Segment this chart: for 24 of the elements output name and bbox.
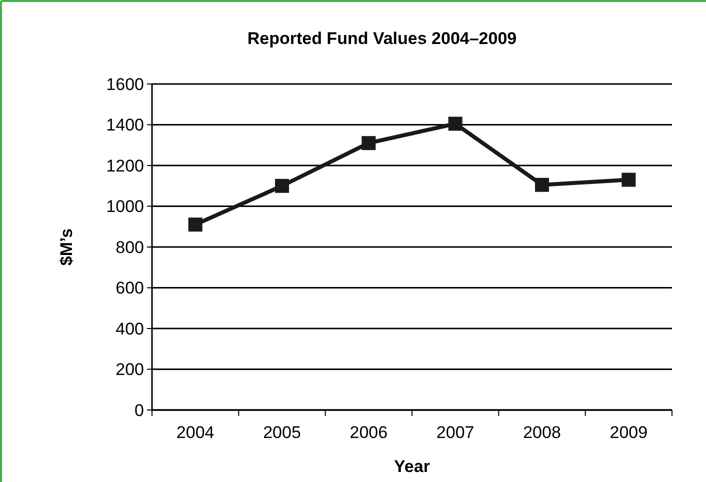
y-tick-label: 200 [116, 360, 144, 380]
x-tick-label: 2006 [350, 423, 388, 442]
x-tick-label: 2007 [436, 423, 474, 442]
point [622, 172, 636, 187]
point [275, 178, 289, 193]
point [188, 218, 202, 232]
y-tick-label: 1200 [106, 156, 144, 176]
x-tick-label: 2005 [263, 423, 301, 442]
y-tick-label: 600 [116, 278, 144, 298]
y-tick-label: 800 [116, 238, 144, 257]
point [448, 116, 462, 131]
y-axis-title: $M’s [57, 228, 76, 266]
y-tick-label: 0 [134, 400, 144, 420]
x-tick-label: 2008 [523, 423, 561, 442]
y-tick-label: 400 [116, 319, 144, 338]
point [535, 178, 549, 192]
x-tick-label: 2009 [610, 423, 648, 442]
y-tick-label: 1600 [106, 74, 144, 94]
point [362, 136, 376, 150]
x-tick-label: 2004 [176, 423, 214, 442]
chart-title: Reported Fund Values 2004–2009 [247, 29, 517, 48]
y-tick-label: 1000 [106, 197, 144, 216]
x-axis-title: Year [394, 457, 430, 476]
y-tick-label: 1400 [106, 116, 144, 135]
